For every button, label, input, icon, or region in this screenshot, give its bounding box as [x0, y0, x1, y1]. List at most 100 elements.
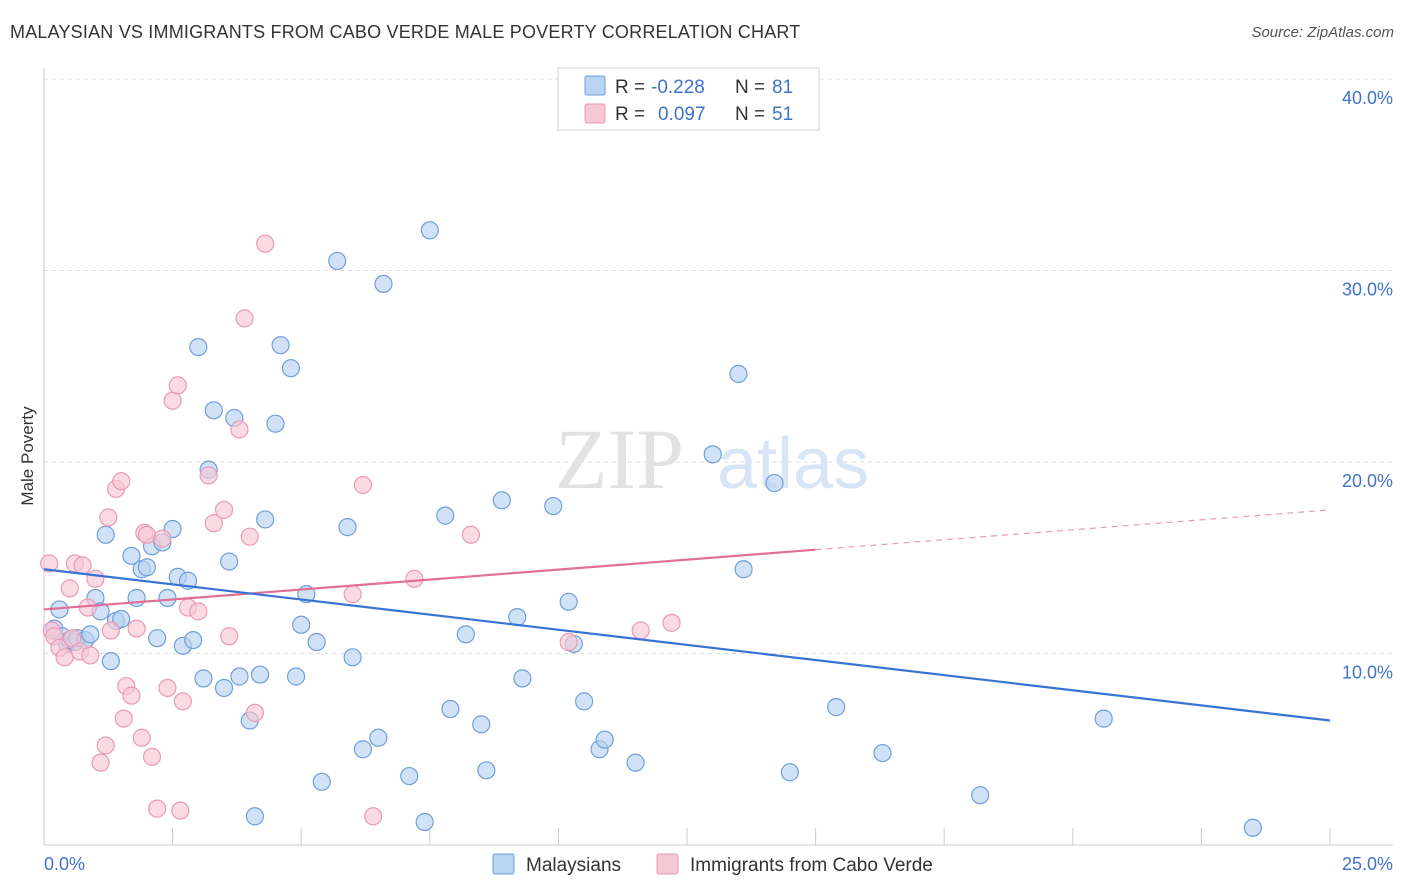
cabo-verde-point-23: [132, 728, 151, 747]
malaysians-point-28: [189, 338, 208, 357]
cabo-verde-point-49: [461, 525, 481, 544]
cabo-verde-point-41: [235, 309, 254, 328]
malaysians-point-61: [477, 761, 496, 780]
legend-label-cabo-verde: Immigrants from Cabo Verde: [690, 855, 933, 876]
malaysians-point-8: [81, 625, 100, 644]
malaysians-point-40: [266, 414, 285, 433]
stats-swatch-blue: [584, 75, 606, 96]
malaysians-point-39: [256, 510, 275, 529]
malaysians-point-46: [307, 632, 326, 652]
malaysians-point-44: [292, 615, 311, 634]
cabo-verde-point-0: [40, 554, 59, 573]
chart-title: MALAYSIAN VS IMMIGRANTS FROM CABO VERDE …: [10, 22, 801, 42]
cabo-verde-point-46: [353, 475, 373, 495]
malaysians-point-76: [780, 763, 799, 782]
malaysians-point-18: [137, 558, 156, 577]
malaysians-point-62: [492, 491, 511, 510]
malaysians-point-72: [703, 445, 722, 464]
malaysians-point-78: [873, 743, 892, 763]
stats-n-value-2: 51: [772, 104, 793, 125]
malaysians-point-79: [971, 786, 990, 805]
cabo-verde-point-13: [91, 753, 110, 772]
cabo-verde-point-11: [81, 646, 100, 665]
cabo-verde-point-40: [230, 420, 249, 439]
malaysians-point-33: [220, 552, 239, 571]
cabo-verde-point-52: [662, 613, 681, 632]
cabo-verde-point-28: [153, 529, 172, 548]
malaysians-point-71: [626, 753, 645, 772]
malaysians-point-31: [204, 401, 223, 420]
malaysians-point-41: [271, 336, 290, 355]
stats-n-label-2: N =: [735, 104, 765, 125]
malaysians-point-64: [513, 669, 532, 688]
malaysians-point-66: [559, 592, 578, 611]
malaysians-point-49: [338, 518, 357, 537]
legend-swatch-malaysians: [492, 853, 515, 875]
cabo-verde-point-42: [240, 527, 259, 546]
malaysians-point-27: [184, 630, 203, 650]
cabo-verde-point-15: [99, 508, 118, 527]
axes: [43, 68, 1393, 846]
y-tick-label-1: 20.0%: [1342, 471, 1393, 491]
cabo-verde-point-36: [199, 466, 218, 485]
cabo-verde-point-14: [96, 736, 115, 755]
malaysians-point-58: [441, 699, 460, 719]
y-tick-label-2: 30.0%: [1342, 280, 1393, 300]
malaysians-point-43: [286, 667, 306, 686]
malaysians-point-55: [415, 812, 434, 832]
malaysians-point-32: [214, 678, 234, 698]
malaysians-point-60: [472, 715, 491, 734]
cabo-verde-point-37: [204, 514, 223, 533]
cabo-verde-points: [40, 234, 681, 826]
cabo-verde-point-16: [101, 621, 120, 640]
cabo-verde-point-21: [122, 686, 141, 705]
malaysians-point-59: [456, 625, 475, 644]
malaysians-point-68: [575, 692, 594, 711]
stats-legend: R = -0.228 N = 81 R = 0.097 N = 51: [557, 67, 820, 131]
stats-n-label-1: N =: [735, 77, 765, 98]
watermark-atlas: atlas: [717, 424, 869, 504]
cabo-verde-point-12: [86, 569, 105, 588]
y-tick-label-3: 40.0%: [1342, 88, 1393, 108]
cabo-verde-trend-extension: [815, 509, 1331, 551]
stats-swatch-pink: [584, 103, 606, 124]
cabo-verde-point-35: [189, 602, 208, 621]
cabo-verde-point-19: [114, 709, 133, 728]
cabo-verde-point-31: [168, 376, 187, 395]
malaysians-point-20: [148, 629, 167, 648]
cabo-verde-point-50: [559, 632, 578, 652]
stats-r-label-2: R =: [615, 104, 645, 125]
y-tick-label-0: 10.0%: [1342, 663, 1393, 683]
malaysians-point-77: [827, 698, 846, 717]
malaysians-point-74: [734, 560, 753, 579]
stats-r-value-2: 0.097: [658, 104, 706, 125]
cabo-verde-point-43: [245, 703, 265, 722]
cabo-verde-point-18: [112, 472, 131, 491]
legend-swatch-cabo-verde: [656, 853, 679, 875]
malaysians-point-56: [420, 221, 439, 240]
cabo-verde-point-22: [127, 619, 146, 638]
cabo-verde-point-39: [220, 627, 239, 646]
malaysians-point-57: [436, 506, 455, 525]
malaysians-point-22: [158, 588, 177, 608]
cabo-verde-point-30: [163, 391, 182, 410]
malaysians-point-53: [374, 274, 393, 294]
cabo-verde-point-25: [137, 525, 156, 544]
stats-r-value-1: -0.228: [651, 77, 705, 98]
malaysians-point-42: [281, 359, 301, 378]
malaysians-point-63: [508, 608, 527, 627]
malaysians-point-81: [1243, 818, 1262, 837]
cabo-verde-point-51: [631, 621, 650, 640]
trend-lines: [43, 509, 1331, 722]
malaysians-point-73: [729, 364, 748, 384]
malaysians-point-47: [312, 772, 331, 791]
malaysians-point-37: [245, 807, 265, 826]
malaysians-point-52: [369, 728, 388, 747]
malaysians-trend-line: [43, 568, 1331, 722]
malaysians-point-29: [194, 669, 213, 688]
malaysians-point-16: [127, 588, 146, 608]
malaysians-point-12: [101, 652, 120, 671]
malaysians-point-35: [230, 667, 249, 686]
cabo-verde-point-45: [343, 585, 362, 604]
malaysians-point-54: [400, 766, 419, 786]
